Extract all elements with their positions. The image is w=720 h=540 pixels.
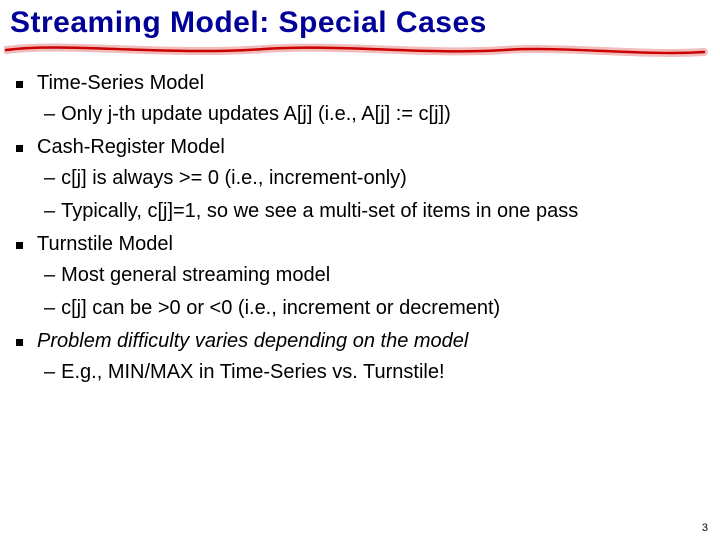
page-number: 3 <box>702 522 708 534</box>
bullet-icon <box>16 339 23 346</box>
subbullet: – Typically, c[j]=1, so we see a multi-s… <box>44 200 710 223</box>
slide: Streaming Model: Special Cases Time-Seri… <box>0 0 720 540</box>
subbullet-text: c[j] can be >0 or <0 (i.e., increment or… <box>61 297 710 320</box>
bullet-text: Turnstile Model <box>37 233 710 256</box>
bullet-icon <box>16 242 23 249</box>
bullet-time-series: Time-Series Model <box>16 72 710 95</box>
dash-icon: – <box>44 297 55 320</box>
subbullet: – E.g., MIN/MAX in Time-Series vs. Turns… <box>44 361 710 384</box>
subbullet-text: Only j-th update updates A[j] (i.e., A[j… <box>61 103 710 126</box>
bullet-problem-difficulty: Problem difficulty varies depending on t… <box>16 330 710 353</box>
dash-icon: – <box>44 167 55 190</box>
dash-icon: – <box>44 264 55 287</box>
dash-icon: – <box>44 103 55 126</box>
subbullet-text: Typically, c[j]=1, so we see a multi-set… <box>61 200 710 223</box>
subbullet-text: Most general streaming model <box>61 264 710 287</box>
bullet-text: Problem difficulty varies depending on t… <box>37 330 710 353</box>
bullet-icon <box>16 81 23 88</box>
bullet-text: Cash-Register Model <box>37 136 710 159</box>
bullet-turnstile: Turnstile Model <box>16 233 710 256</box>
dash-icon: – <box>44 200 55 223</box>
dash-icon: – <box>44 361 55 384</box>
subbullet: – Most general streaming model <box>44 264 710 287</box>
brushstroke-icon <box>4 40 720 62</box>
bullet-icon <box>16 145 23 152</box>
slide-body: Time-Series Model – Only j-th update upd… <box>10 72 710 384</box>
title-underline <box>10 44 710 58</box>
subbullet: – c[j] is always >= 0 (i.e., increment-o… <box>44 167 710 190</box>
subbullet-text: c[j] is always >= 0 (i.e., increment-onl… <box>61 167 710 190</box>
subbullet-text: E.g., MIN/MAX in Time-Series vs. Turnsti… <box>61 361 710 384</box>
bullet-cash-register: Cash-Register Model <box>16 136 710 159</box>
subbullet: – c[j] can be >0 or <0 (i.e., increment … <box>44 297 710 320</box>
subbullet: – Only j-th update updates A[j] (i.e., A… <box>44 103 710 126</box>
bullet-text: Time-Series Model <box>37 72 710 95</box>
slide-title: Streaming Model: Special Cases <box>10 6 710 40</box>
